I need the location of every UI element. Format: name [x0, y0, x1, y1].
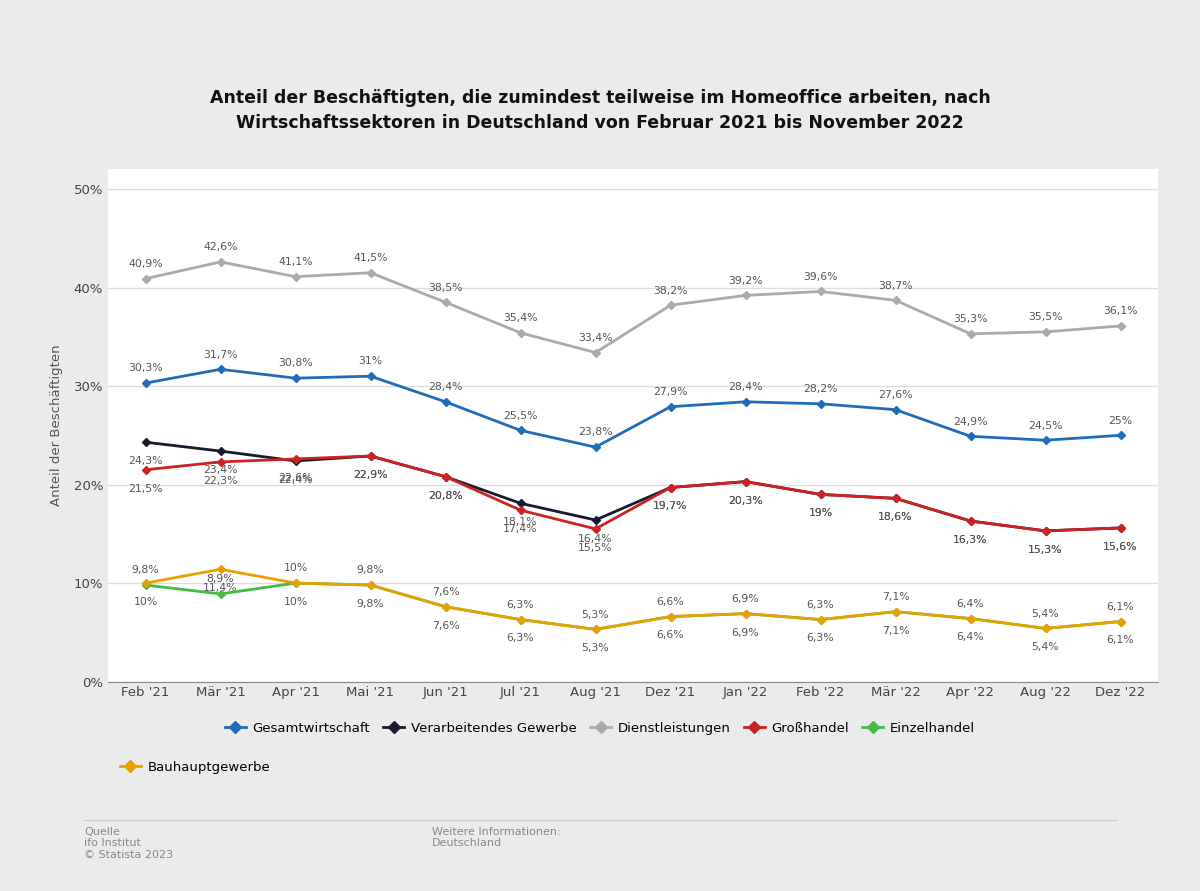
Text: 23,4%: 23,4% — [203, 465, 238, 475]
Text: 15,6%: 15,6% — [1103, 542, 1138, 552]
Text: 31,7%: 31,7% — [203, 349, 238, 360]
Text: 38,5%: 38,5% — [428, 282, 463, 292]
Text: 39,2%: 39,2% — [728, 275, 763, 286]
Text: 5,4%: 5,4% — [1032, 609, 1060, 618]
Text: 28,2%: 28,2% — [803, 384, 838, 394]
Text: 6,3%: 6,3% — [806, 634, 834, 643]
Text: 30,8%: 30,8% — [278, 358, 313, 369]
Text: 31%: 31% — [359, 356, 383, 366]
Text: 5,3%: 5,3% — [582, 643, 610, 653]
Text: 38,7%: 38,7% — [878, 281, 913, 290]
Text: 22,9%: 22,9% — [353, 470, 388, 480]
Text: 6,4%: 6,4% — [956, 633, 984, 642]
Text: 36,1%: 36,1% — [1103, 307, 1138, 316]
Text: 20,3%: 20,3% — [728, 495, 763, 505]
Text: 27,9%: 27,9% — [653, 387, 688, 397]
Text: 42,6%: 42,6% — [203, 242, 238, 252]
Text: 6,3%: 6,3% — [506, 600, 534, 609]
Text: 25%: 25% — [1109, 415, 1133, 426]
Text: 25,5%: 25,5% — [503, 411, 538, 421]
Text: 10%: 10% — [283, 597, 307, 607]
Text: 33,4%: 33,4% — [578, 333, 613, 343]
Text: 17,4%: 17,4% — [503, 524, 538, 534]
Text: 18,1%: 18,1% — [503, 517, 538, 527]
Text: 7,6%: 7,6% — [432, 587, 460, 597]
Text: 11,4%: 11,4% — [203, 584, 238, 593]
Text: 7,1%: 7,1% — [882, 592, 910, 602]
Y-axis label: Anteil der Beschäftigten: Anteil der Beschäftigten — [49, 345, 62, 506]
Text: 15,3%: 15,3% — [1028, 544, 1063, 555]
Text: 35,4%: 35,4% — [503, 313, 538, 323]
Text: 24,5%: 24,5% — [1028, 421, 1063, 430]
Text: 22,6%: 22,6% — [278, 473, 313, 483]
Text: 10%: 10% — [283, 563, 307, 574]
Text: 35,3%: 35,3% — [953, 315, 988, 324]
Text: 6,6%: 6,6% — [656, 631, 684, 641]
Text: 18,6%: 18,6% — [878, 512, 913, 522]
Text: 22,4%: 22,4% — [278, 475, 313, 485]
Text: Weitere Informationen:
Deutschland: Weitere Informationen: Deutschland — [432, 827, 560, 848]
Text: 5,3%: 5,3% — [582, 609, 610, 619]
Text: 16,3%: 16,3% — [953, 535, 988, 545]
Text: 6,6%: 6,6% — [656, 597, 684, 607]
Text: 39,6%: 39,6% — [803, 272, 838, 282]
Text: 10%: 10% — [133, 597, 157, 607]
Text: 41,5%: 41,5% — [353, 253, 388, 263]
Text: 22,9%: 22,9% — [353, 470, 388, 480]
Text: 38,2%: 38,2% — [653, 285, 688, 296]
Text: 6,1%: 6,1% — [1106, 601, 1134, 612]
Text: 27,6%: 27,6% — [878, 390, 913, 400]
Text: 16,3%: 16,3% — [953, 535, 988, 545]
Text: 19,7%: 19,7% — [653, 502, 688, 511]
Text: 6,1%: 6,1% — [1106, 635, 1134, 645]
Text: 16,4%: 16,4% — [578, 534, 613, 544]
Text: 20,8%: 20,8% — [428, 491, 463, 501]
Text: 24,3%: 24,3% — [128, 456, 163, 466]
Text: 28,4%: 28,4% — [728, 382, 763, 392]
Text: 9,8%: 9,8% — [132, 565, 160, 576]
Text: 28,4%: 28,4% — [428, 382, 463, 392]
Text: 6,3%: 6,3% — [806, 600, 834, 609]
Text: 18,6%: 18,6% — [878, 512, 913, 522]
Text: 40,9%: 40,9% — [128, 259, 163, 269]
Text: 7,1%: 7,1% — [882, 625, 910, 635]
Text: 19%: 19% — [809, 508, 833, 519]
Legend: Bauhauptgewerbe: Bauhauptgewerbe — [114, 756, 276, 780]
Text: 21,5%: 21,5% — [128, 484, 163, 494]
Legend: Gesamtwirtschaft, Verarbeitendes Gewerbe, Dienstleistungen, Großhandel, Einzelha: Gesamtwirtschaft, Verarbeitendes Gewerbe… — [220, 716, 980, 740]
Text: Anteil der Beschäftigten, die zumindest teilweise im Homeoffice arbeiten, nach
W: Anteil der Beschäftigten, die zumindest … — [210, 89, 990, 132]
Text: 24,9%: 24,9% — [953, 417, 988, 427]
Text: 35,5%: 35,5% — [1028, 312, 1063, 323]
Text: 15,3%: 15,3% — [1028, 544, 1063, 555]
Text: 9,8%: 9,8% — [356, 565, 384, 576]
Text: 5,4%: 5,4% — [1032, 642, 1060, 652]
Text: 6,9%: 6,9% — [732, 627, 760, 638]
Text: 9,8%: 9,8% — [356, 599, 384, 609]
Text: 19%: 19% — [809, 508, 833, 519]
Text: 6,9%: 6,9% — [732, 594, 760, 604]
Text: 7,6%: 7,6% — [432, 621, 460, 631]
Text: 41,1%: 41,1% — [278, 257, 313, 267]
Text: 15,5%: 15,5% — [578, 543, 613, 552]
Text: 19,7%: 19,7% — [653, 502, 688, 511]
Text: 6,4%: 6,4% — [956, 599, 984, 609]
Text: 15,6%: 15,6% — [1103, 542, 1138, 552]
Text: 20,8%: 20,8% — [428, 491, 463, 501]
Text: Quelle
ifo Institut
© Statista 2023: Quelle ifo Institut © Statista 2023 — [84, 827, 173, 860]
Text: 23,8%: 23,8% — [578, 428, 613, 437]
Text: 22,3%: 22,3% — [203, 476, 238, 486]
Text: 6,3%: 6,3% — [506, 634, 534, 643]
Text: 20,3%: 20,3% — [728, 495, 763, 505]
Text: 8,9%: 8,9% — [206, 574, 234, 584]
Text: 30,3%: 30,3% — [128, 364, 163, 373]
